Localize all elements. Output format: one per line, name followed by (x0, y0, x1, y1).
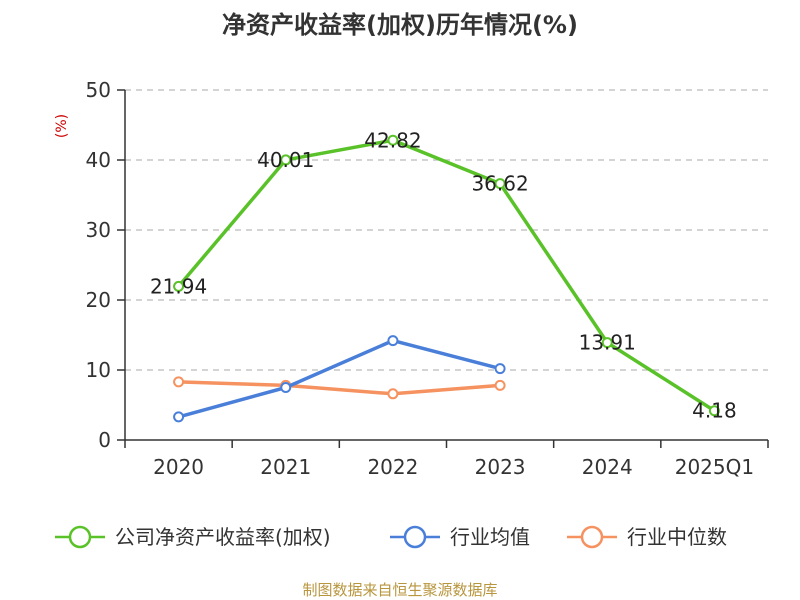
data-point (387, 388, 399, 400)
legend-label: 行业中位数 (627, 525, 727, 549)
y-tick-label: 50 (86, 78, 111, 102)
x-tick-label: 2024 (582, 455, 633, 479)
series-line (178, 338, 501, 419)
series-line (177, 138, 716, 413)
legend-swatch-marker (68, 525, 92, 549)
x-tick-label: 2020 (153, 455, 204, 479)
data-label: 40.01 (257, 148, 314, 172)
data-point (173, 280, 185, 292)
x-tick-label: 2023 (475, 455, 526, 479)
data-point (173, 411, 185, 423)
data-point (494, 178, 506, 190)
data-label: 42.82 (364, 128, 421, 152)
axes: 0 10 20 30 40 50 2020 2021 2022 2023 2024 2025Q1 (86, 78, 769, 479)
series-lines (173, 134, 720, 423)
data-point (280, 382, 292, 393)
data-labels: 21.94 40.01 42.82 36.62 13.91 4.18 (150, 128, 737, 422)
data-point (387, 335, 399, 347)
y-tick-label: 40 (86, 148, 111, 172)
data-point (494, 379, 506, 391)
y-tick-label: 20 (86, 288, 111, 312)
x-tick-label: 2022 (367, 455, 418, 479)
legend-label: 公司净资产收益率(加权) (115, 525, 331, 549)
data-point (173, 376, 185, 388)
x-tick-label: 2025Q1 (675, 455, 754, 479)
data-point (387, 134, 399, 146)
legend-label: 行业均值 (450, 525, 530, 549)
y-tick-label: 0 (98, 428, 111, 452)
data-label: 4.18 (692, 399, 737, 423)
source-note: 制图数据来自恒生聚源数据库 (302, 581, 497, 599)
legend: 公司净资产收益率(加权) 行业均值 行业中位数 (55, 525, 727, 549)
data-point (494, 363, 506, 375)
y-axis-label: (%) (54, 114, 70, 138)
gridlines (125, 89, 768, 371)
y-tick-label: 10 (86, 358, 111, 382)
data-point (280, 154, 292, 166)
data-point (601, 337, 613, 349)
legend-swatch-marker (580, 525, 604, 549)
data-point (708, 405, 720, 417)
data-label: 36.62 (471, 172, 528, 196)
legend-swatch-marker (403, 525, 427, 549)
x-tick-label: 2021 (260, 455, 311, 479)
y-tick-label: 30 (86, 218, 111, 242)
data-label: 13.91 (579, 331, 636, 355)
series-line (178, 380, 501, 396)
data-label: 21.94 (150, 274, 207, 298)
chart-title: 净资产收益率(加权)历年情况(%) (222, 11, 578, 39)
